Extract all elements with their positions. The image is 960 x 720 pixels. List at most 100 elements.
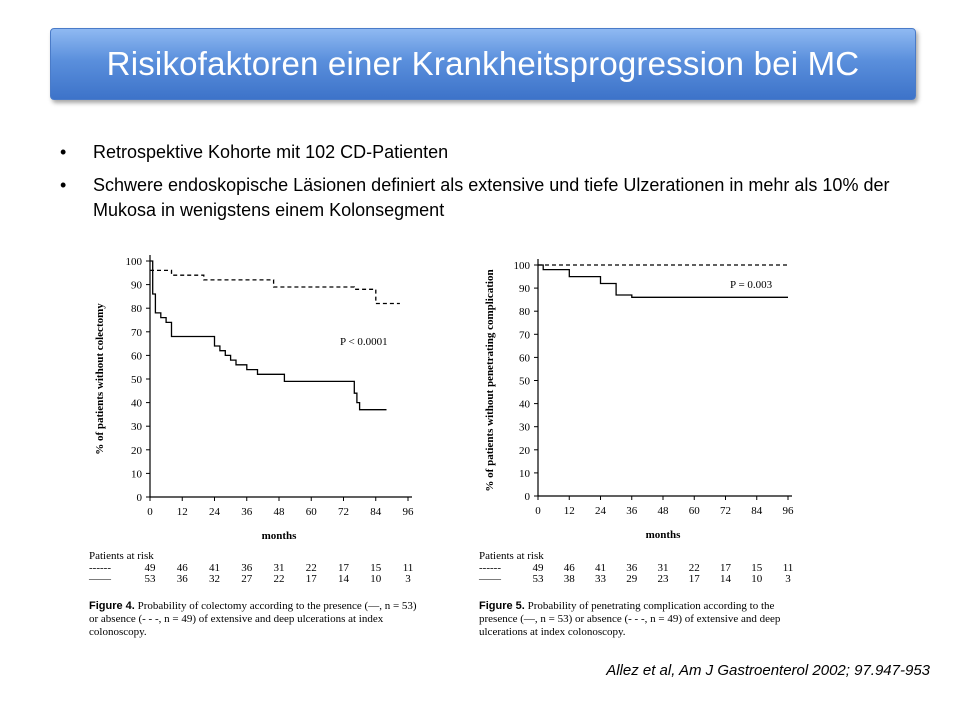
- risk-cell: 17: [688, 573, 700, 585]
- figure-5-caption: Figure 5. Probability of penetrating com…: [479, 600, 814, 639]
- bullet-dot-icon: •: [60, 175, 67, 195]
- risk-table-header: Patients at risk: [89, 550, 154, 562]
- x-axis-label: months: [646, 529, 682, 541]
- p-value-annotation: P < 0.0001: [340, 336, 388, 348]
- bullet-item: • Retrospektive Kohorte mit 102 CD-Patie…: [60, 140, 920, 165]
- y-tick-label: 70: [519, 329, 531, 341]
- x-tick-label: 0: [147, 506, 153, 518]
- risk-cell: 49: [144, 562, 156, 574]
- bullet-text: Schwere endoskopische Läsionen definiert…: [93, 175, 890, 220]
- risk-cell: 3: [405, 573, 411, 585]
- y-tick-label: 40: [519, 399, 531, 411]
- risk-cell: 31: [273, 562, 285, 574]
- risk-cell: 11: [402, 562, 414, 574]
- x-tick-label: 12: [177, 506, 188, 518]
- y-tick-label: 0: [137, 492, 143, 504]
- risk-cell: 22: [273, 573, 285, 585]
- risk-cell: 14: [338, 573, 349, 585]
- x-tick-label: 24: [209, 506, 221, 518]
- risk-cell: 41: [595, 562, 606, 574]
- figure-4-caption: Figure 4. Probability of colectomy accor…: [89, 600, 424, 639]
- risk-cell: 41: [209, 562, 220, 574]
- risk-row-symbol: ——: [89, 573, 111, 585]
- risk-row-symbol: ------: [89, 562, 111, 574]
- risk-cell: 53: [144, 573, 156, 585]
- caption-text: Probability of penetrating complication …: [479, 600, 781, 638]
- x-tick-label: 48: [658, 505, 670, 517]
- y-tick-label: 30: [131, 421, 143, 433]
- risk-cell: 36: [241, 562, 253, 574]
- y-axis-label: % of patients without penetrating compli…: [484, 269, 496, 491]
- x-tick-label: 36: [626, 505, 638, 517]
- penetrating-complication-chart: 0 10 20 30 40 50 60 70 80 90 100 0 12 24 36 48 60 72 84 96 m…: [484, 259, 794, 541]
- x-tick-label: 0: [535, 505, 541, 517]
- y-tick-label: 90: [519, 283, 531, 295]
- y-tick-label: 30: [519, 422, 531, 434]
- solid-survival-curve: [150, 260, 387, 411]
- risk-cell: 10: [370, 573, 382, 585]
- risk-cell: 36: [176, 573, 188, 585]
- y-tick-label: 70: [131, 327, 143, 339]
- risk-cell: 11: [782, 562, 794, 574]
- citation: Allez et al, Am J Gastroenterol 2002; 97…: [606, 662, 930, 679]
- y-tick-label: 100: [514, 260, 531, 272]
- x-tick-label: 12: [564, 505, 575, 517]
- bullet-item: • Schwere endoskopische Läsionen definie…: [60, 173, 920, 223]
- y-tick-label: 10: [131, 468, 143, 480]
- x-tick-label: 24: [595, 505, 607, 517]
- y-tick-label: 50: [131, 374, 143, 386]
- x-tick-label: 60: [306, 506, 318, 518]
- risk-cell: 3: [785, 573, 791, 585]
- risk-cell: 46: [563, 562, 575, 574]
- risk-cell: 10: [751, 573, 763, 585]
- risk-row-symbol: ——: [479, 573, 501, 585]
- y-axis-label: % of patients without colectomy: [94, 303, 106, 455]
- bullet-dot-icon: •: [60, 142, 67, 162]
- x-tick-label: 96: [403, 506, 415, 518]
- y-tick-label: 0: [525, 491, 531, 503]
- x-tick-label: 72: [338, 506, 349, 518]
- risk-cell: 22: [688, 562, 700, 574]
- risk-cell: 53: [532, 573, 544, 585]
- risk-cell: 36: [626, 562, 638, 574]
- risk-table-4: Patients at risk ------ 49 46 41 36 31 22 17 15 1…: [89, 550, 429, 595]
- risk-cell: 17: [720, 562, 731, 574]
- y-tick-label: 80: [131, 303, 143, 315]
- x-axis-label: months: [262, 530, 298, 542]
- x-tick-label: 84: [751, 505, 763, 517]
- caption-label: Figure 4.: [89, 600, 135, 612]
- risk-cell: 17: [338, 562, 349, 574]
- y-tick-label: 90: [131, 280, 143, 292]
- y-tick-label: 50: [519, 376, 531, 388]
- x-tick-label: 36: [241, 506, 253, 518]
- risk-cell: 15: [370, 562, 382, 574]
- y-tick-label: 20: [519, 445, 531, 457]
- colectomy-chart: 0 10 20 30 40 50 60 70 80 90 100 0 12 24 36 48 60 72 84 96 m…: [94, 255, 415, 542]
- risk-cell: 33: [595, 573, 606, 585]
- y-tick-label: 20: [131, 445, 143, 457]
- figure-4: 0 10 20 30 40 50 60 70 80 90 100 0 12 24 36 48 60 72 84 96 m…: [85, 245, 430, 650]
- risk-cell: 17: [305, 573, 317, 585]
- y-tick-label: 60: [519, 352, 531, 364]
- risk-cell: 23: [657, 573, 669, 585]
- x-tick-label: 72: [720, 505, 731, 517]
- y-tick-label: 40: [131, 398, 143, 410]
- y-tick-label: 60: [131, 350, 143, 362]
- caption-label: Figure 5.: [479, 600, 525, 612]
- risk-cell: 15: [751, 562, 763, 574]
- dashed-survival-curve: [150, 269, 400, 305]
- risk-cell: 22: [305, 562, 317, 574]
- y-tick-label: 10: [519, 468, 531, 480]
- x-tick-label: 48: [274, 506, 286, 518]
- bullet-text: Retrospektive Kohorte mit 102 CD-Patient…: [93, 142, 449, 162]
- risk-cell: 49: [532, 562, 544, 574]
- risk-cell: 14: [720, 573, 731, 585]
- p-value-annotation: P = 0.003: [730, 279, 773, 291]
- risk-cell: 38: [563, 573, 575, 585]
- risk-cell: 27: [241, 573, 253, 585]
- figure-5: 0 10 20 30 40 50 60 70 80 90 100 0 12 24 36 48 60 72 84 96 m…: [475, 245, 820, 650]
- risk-row-symbol: ------: [479, 562, 501, 574]
- risk-cell: 29: [626, 573, 638, 585]
- y-tick-label: 80: [519, 306, 531, 318]
- bullet-list: • Retrospektive Kohorte mit 102 CD-Patie…: [60, 140, 920, 231]
